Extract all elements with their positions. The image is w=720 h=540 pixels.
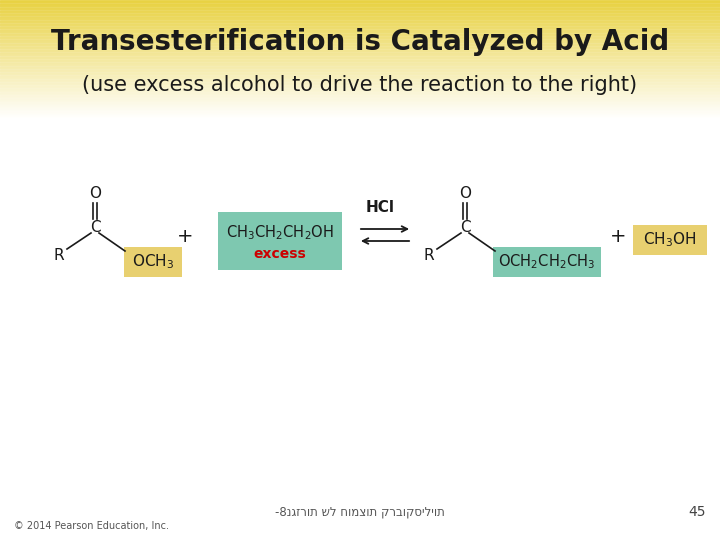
Text: -8נגזרות של חומצות קרבוקסיליות: -8נגזרות של חומצות קרבוקסיליות [275,505,445,518]
Text: O: O [459,186,471,200]
Text: excess: excess [253,247,307,261]
Text: C: C [90,219,100,234]
Text: Transesterification is Catalyzed by Acid: Transesterification is Catalyzed by Acid [51,28,669,56]
Text: O: O [89,186,101,200]
FancyBboxPatch shape [218,212,342,270]
Text: OCH$_3$: OCH$_3$ [132,253,174,271]
FancyBboxPatch shape [124,247,182,277]
Text: HCl: HCl [366,199,395,214]
Text: R: R [54,247,64,262]
Text: +: + [610,227,626,246]
Text: (use excess alcohol to drive the reaction to the right): (use excess alcohol to drive the reactio… [82,75,638,95]
Text: CH$_3$OH: CH$_3$OH [643,231,697,249]
Text: OCH$_2$CH$_2$CH$_3$: OCH$_2$CH$_2$CH$_3$ [498,253,595,271]
Text: CH$_3$CH$_2$CH$_2$OH: CH$_3$CH$_2$CH$_2$OH [226,224,334,242]
FancyBboxPatch shape [493,247,601,277]
Text: C: C [459,219,470,234]
Text: +: + [176,227,193,246]
FancyBboxPatch shape [633,225,707,255]
Text: © 2014 Pearson Education, Inc.: © 2014 Pearson Education, Inc. [14,521,169,531]
Text: 45: 45 [688,505,706,519]
Text: R: R [423,247,434,262]
